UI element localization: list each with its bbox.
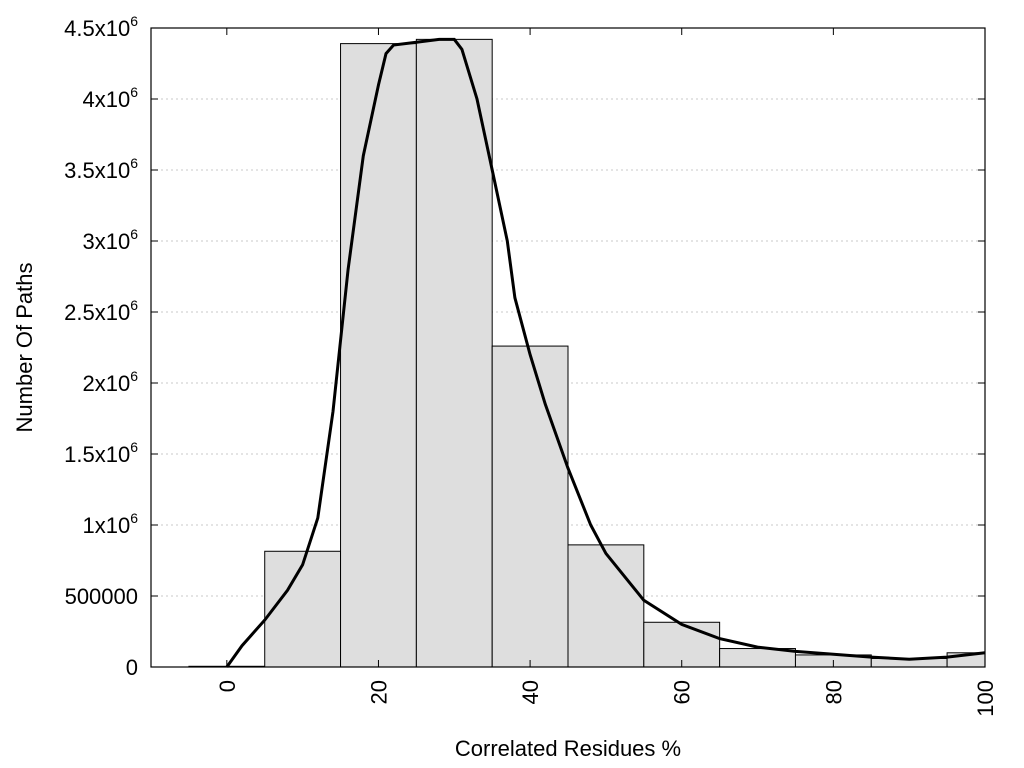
y-tick-label: 1.5x106 [64,439,138,467]
y-axis-title: Number Of Paths [12,263,37,433]
y-tick-label: 3x106 [82,226,138,254]
x-axis-title: Correlated Residues % [455,736,681,761]
histogram-bar [264,550,342,668]
y-tick-label: 2.5x106 [64,297,138,325]
histogram-bar [491,345,569,668]
histogram-bars [188,38,986,668]
x-tick-label: 0 [215,680,240,692]
x-tick-label: 80 [821,680,846,704]
y-tick-label: 4.5x106 [64,13,138,41]
x-tick-label: 100 [973,680,998,717]
density-curve-line [225,37,986,668]
histogram-bar [415,38,493,668]
x-tick-label: 40 [518,680,543,704]
density-curve [225,37,986,668]
histogram-bar [340,43,417,668]
x-tick-label: 60 [670,680,695,704]
y-tick-label: 2x106 [82,368,138,396]
y-axis-ticks: 0 500000 1x106 1.5x106 2x106 2.5x106 3x106 3.5x… [64,13,985,680]
y-tick-label: 4x106 [82,84,138,112]
y-tick-label: 0 [126,655,138,680]
y-tick-label: 1x106 [82,510,138,538]
y-tick-label: 3.5x106 [64,155,138,183]
plot-frame [150,27,986,668]
x-tick-label: 20 [366,680,391,704]
histogram-bar [567,544,645,668]
y-tick-label: 500000 [65,584,138,609]
x-axis-ticks: 0 20 40 60 80 100 [215,28,998,717]
